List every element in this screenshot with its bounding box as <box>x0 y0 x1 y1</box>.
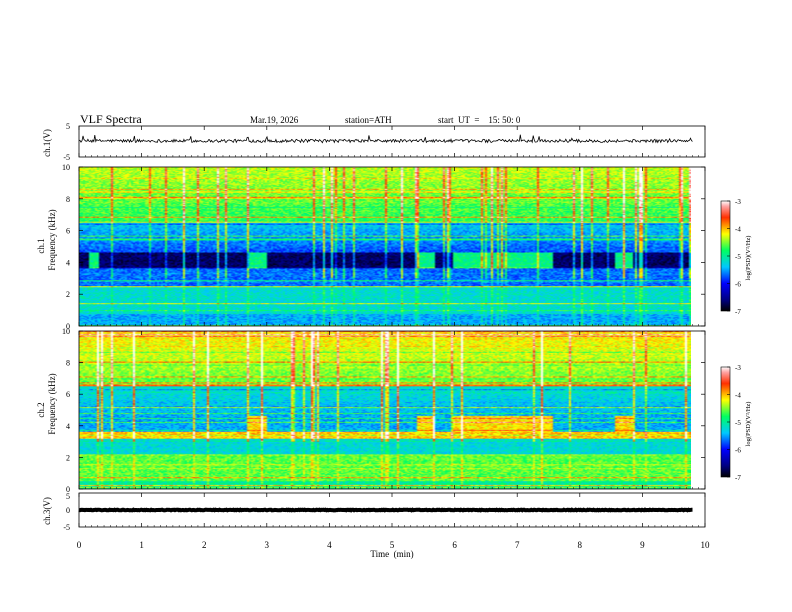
time-tick-label-1: 1 <box>139 540 144 550</box>
ch2-colorbar-tick-label-4: -7 <box>735 474 741 482</box>
ch1-colorbar-tick-label-4: -7 <box>735 308 741 316</box>
ch3-ytick-middle: 0 <box>66 506 70 515</box>
ch2-frequency-ylabel: Frequency (kHz) <box>47 373 57 434</box>
ch1-colorbar-tick-label-3: -6 <box>735 281 741 289</box>
ch2-colorbar-tick-label-0: -3 <box>735 364 741 372</box>
ch3-waveform-ylabel: ch.3(V) <box>42 497 52 525</box>
ch1-waveform-ylabel: ch.1(V) <box>42 129 52 157</box>
ch3-ytick-top: 5 <box>66 492 70 501</box>
ch2-channel-label: ch.2 <box>36 402 46 417</box>
ch1-waveform-line <box>78 134 693 144</box>
time-tick-label-9: 9 <box>640 540 645 550</box>
ch1-ytick-label-0: 0 <box>66 322 70 331</box>
ch2-colorbar-label: log(PSD)(V²/Hz) <box>745 402 752 447</box>
time-tick-label-0: 0 <box>77 540 82 550</box>
ch3-ytick-bottom: -5 <box>63 523 70 532</box>
ch2-ytick-label-2: 4 <box>66 422 70 431</box>
ch2-colorbar-tick-label-1: -4 <box>735 392 741 400</box>
figure-title: VLF Spectra <box>80 112 142 126</box>
ch1-ytick-label-3: 6 <box>66 227 70 236</box>
start-time-label: start UT = 15: 50: 0 <box>438 115 521 125</box>
ch2-ytick-label-5: 10 <box>62 327 70 336</box>
ch1-ytick-bottom: -5 <box>63 153 70 162</box>
ch1-ytick-label-1: 2 <box>66 290 70 299</box>
ch2-ytick-label-3: 6 <box>66 390 70 399</box>
station-label: station=ATH <box>345 115 392 125</box>
time-tick-label-5: 5 <box>390 540 395 550</box>
time-axis-label: Time (min) <box>370 549 413 559</box>
ch2-ytick-label-4: 8 <box>66 359 70 368</box>
time-tick-label-10: 10 <box>701 540 711 550</box>
time-tick-label-6: 6 <box>452 540 457 550</box>
ch1-colorbar-tick-label-2: -5 <box>735 253 741 261</box>
date-label: Mar.19, 2026 <box>250 115 299 125</box>
time-tick-label-3: 3 <box>265 540 270 550</box>
ch1-ytick-label-2: 4 <box>66 258 70 267</box>
ch1-ytick-label-5: 10 <box>62 163 70 172</box>
ch1-colorbar-label: log(PSD)(V²/Hz) <box>745 236 752 281</box>
time-tick-label-8: 8 <box>578 540 583 550</box>
ch1-ytick-label-4: 8 <box>66 195 70 204</box>
ch3-waveform-line <box>78 507 693 513</box>
ch2-spectrogram-image <box>79 331 691 489</box>
ch1-colorbar-tick-label-0: -3 <box>735 198 741 206</box>
ch1-ytick-top: 5 <box>66 122 70 131</box>
ch2-ytick-label-1: 2 <box>66 453 70 462</box>
time-tick-label-7: 7 <box>515 540 520 550</box>
ch2-ytick-label-0: 0 <box>66 485 70 494</box>
ch1-spectrogram-image <box>79 167 691 326</box>
time-tick-label-4: 4 <box>327 540 332 550</box>
time-axis: 0 1 2 3 4 5 6 7 8 9 10 <box>77 126 710 550</box>
ch2-colorbar-tick-label-2: -5 <box>735 419 741 427</box>
ch1-frequency-ylabel: Frequency (kHz) <box>47 209 57 270</box>
ch1-colorbar-tick-label-1: -4 <box>735 226 741 234</box>
ch2-colorbar-tick-label-3: -6 <box>735 447 741 455</box>
ch1-channel-label: ch.1 <box>36 238 46 253</box>
time-tick-label-2: 2 <box>202 540 207 550</box>
